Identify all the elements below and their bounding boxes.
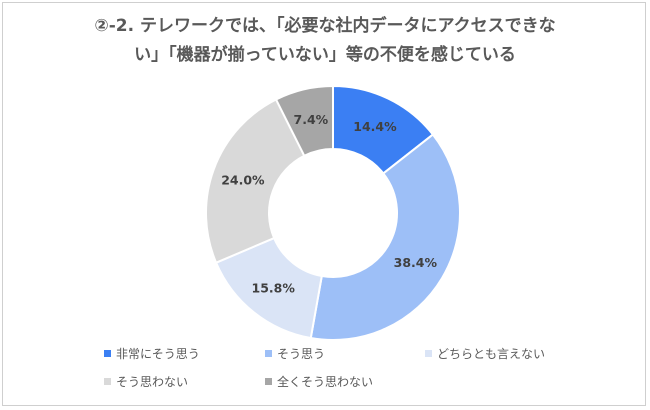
- slice-label-disagree: 24.0%: [221, 172, 265, 187]
- legend-item-agree: そう思う: [265, 345, 325, 362]
- legend-item-strongly-disagree: 全くそう思わない: [265, 373, 373, 390]
- slice-label-agree: 38.4%: [394, 255, 438, 270]
- slice-disagree: [205, 98, 306, 265]
- slice-label-strongly-disagree: 7.4%: [294, 112, 329, 127]
- legend-item-disagree: そう思わない: [104, 373, 188, 390]
- chart-title-line-2: い」「機器が揃っていない」等の不便を感じている: [134, 45, 516, 65]
- legend-label-neutral: どちらとも言えない: [437, 347, 546, 361]
- donut-slices: [205, 84, 461, 341]
- chart-title: ②-2. テレワークでは、「必要な社内データにアクセスできな い」「機器が揃って…: [0, 12, 650, 70]
- donut-labels: 14.4% 38.4% 15.8% 24.0% 7.4%: [221, 112, 437, 296]
- legend-label-strongly-disagree: 全くそう思わない: [277, 375, 374, 389]
- legend-label-agree: そう思う: [277, 347, 326, 361]
- legend-item-very-agree: 非常にそう思う: [104, 345, 200, 362]
- slice-strongly-disagree: [274, 84, 334, 158]
- legend-item-neutral: どちらとも言えない: [425, 345, 545, 362]
- slice-agree: [309, 133, 461, 341]
- legend-swatch-strongly-disagree: [265, 378, 272, 385]
- legend-swatch-very-agree: [104, 350, 111, 357]
- legend-label-disagree: そう思わない: [116, 375, 189, 389]
- legend-swatch-neutral: [425, 350, 432, 357]
- chart-title-line-1: ②-2. テレワークでは、「必要な社内データにアクセスできな: [94, 16, 556, 36]
- slice-label-very-agree: 14.4%: [353, 119, 397, 134]
- legend-swatch-disagree: [104, 378, 111, 385]
- legend-label-very-agree: 非常にそう思う: [116, 347, 200, 361]
- legend-swatch-agree: [265, 350, 272, 357]
- slice-label-neutral: 15.8%: [252, 281, 296, 296]
